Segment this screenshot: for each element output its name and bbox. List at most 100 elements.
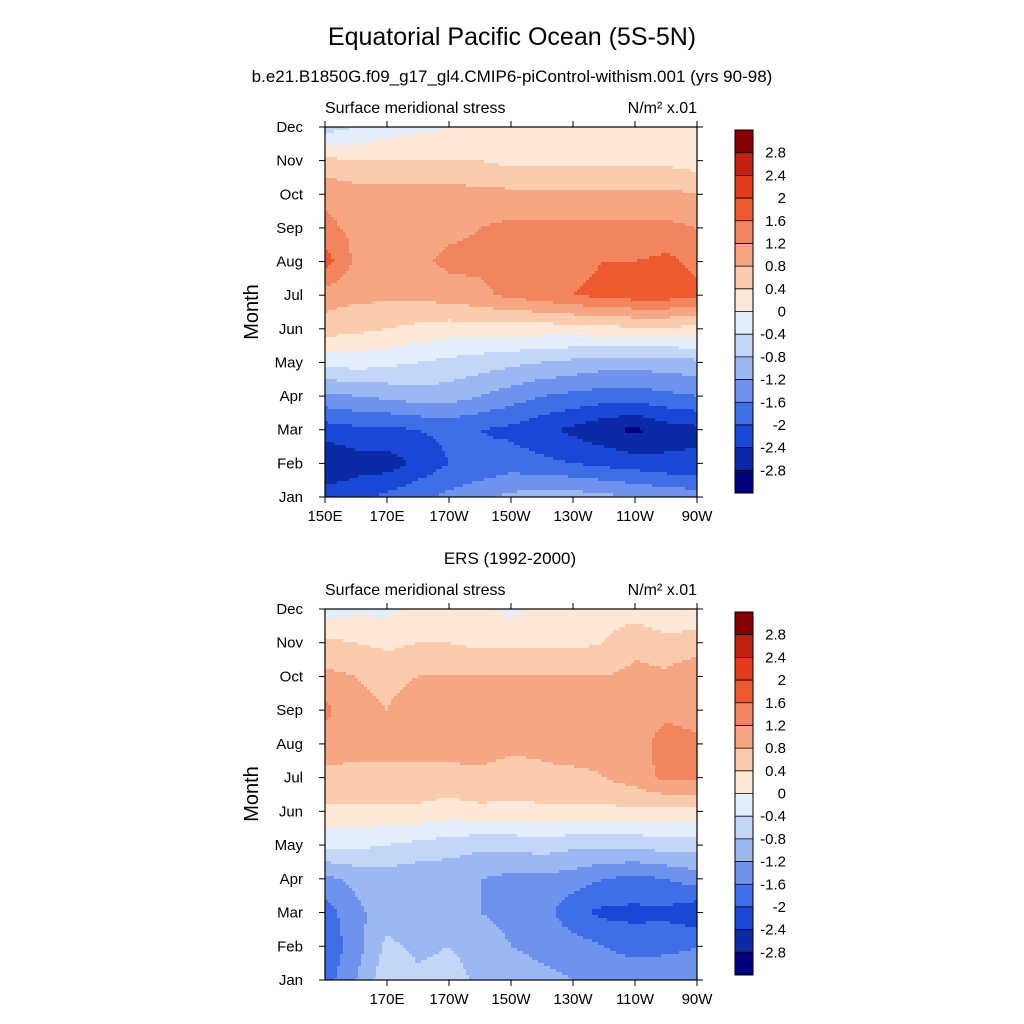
contour-cell xyxy=(385,220,388,223)
contour-cell xyxy=(520,220,523,223)
contour-cell xyxy=(337,166,340,169)
contour-cell xyxy=(331,166,334,169)
contour-cell xyxy=(367,187,370,190)
contour-cell xyxy=(571,166,574,169)
contour-cell xyxy=(661,202,664,205)
contour-cell xyxy=(625,214,628,217)
contour-cell xyxy=(550,154,553,157)
contour-cell xyxy=(658,142,661,145)
contour-cell xyxy=(364,166,367,169)
contour-cell xyxy=(493,154,496,157)
figure-title: Equatorial Pacific Ocean (5S-5N) xyxy=(328,23,696,51)
contour-cell xyxy=(439,196,442,199)
contour-cell xyxy=(394,187,397,190)
contour-cell xyxy=(424,199,427,202)
contour-cell xyxy=(508,193,511,196)
contour-cell xyxy=(673,148,676,151)
contour-cell xyxy=(430,130,433,133)
contour-cell xyxy=(454,139,457,142)
contour-cell xyxy=(406,175,409,178)
contour-cell xyxy=(409,157,412,160)
contour-cell xyxy=(640,190,643,193)
contour-cell xyxy=(346,211,349,214)
contour-cell xyxy=(505,166,508,169)
contour-cell xyxy=(409,169,412,172)
contour-cell xyxy=(505,193,508,196)
contour-cell xyxy=(511,178,514,181)
contour-cell xyxy=(370,211,373,214)
contour-cell xyxy=(508,211,511,214)
contour-cell xyxy=(436,151,439,154)
contour-cell xyxy=(331,217,334,220)
contour-cell xyxy=(346,142,349,145)
contour-cell xyxy=(619,133,622,136)
contour-cell xyxy=(628,139,631,142)
contour-cell xyxy=(538,136,541,139)
contour-cell xyxy=(610,142,613,145)
contour-cell xyxy=(682,205,685,208)
contour-cell xyxy=(487,178,490,181)
contour-cell xyxy=(424,208,427,211)
contour-cell xyxy=(517,193,520,196)
contour-cell xyxy=(535,187,538,190)
contour-cell xyxy=(526,214,529,217)
contour-cell xyxy=(367,136,370,139)
contour-cell xyxy=(670,202,673,205)
contour-cell xyxy=(541,154,544,157)
contour-cell xyxy=(376,190,379,193)
contour-cell xyxy=(403,148,406,151)
contour-cell xyxy=(529,172,532,175)
contour-cell xyxy=(406,154,409,157)
contour-cell xyxy=(424,172,427,175)
contour-cell xyxy=(526,154,529,157)
contour-cell xyxy=(616,184,619,187)
contour-cell xyxy=(505,181,508,184)
contour-cell xyxy=(571,130,574,133)
contour-cell xyxy=(625,148,628,151)
contour-cell xyxy=(487,151,490,154)
contour-cell xyxy=(457,139,460,142)
contour-cell xyxy=(487,199,490,202)
contour-cell xyxy=(364,211,367,214)
contour-cell xyxy=(454,205,457,208)
contour-cell xyxy=(547,160,550,163)
contour-cell xyxy=(358,184,361,187)
contour-cell xyxy=(646,133,649,136)
contour-cell xyxy=(565,142,568,145)
contour-cell xyxy=(619,157,622,160)
contour-cell xyxy=(592,163,595,166)
contour-cell xyxy=(409,130,412,133)
contour-cell xyxy=(514,151,517,154)
contour-cell xyxy=(379,160,382,163)
contour-cell xyxy=(607,157,610,160)
contour-cell xyxy=(466,172,469,175)
contour-cell xyxy=(355,154,358,157)
contour-cell xyxy=(559,193,562,196)
contour-cell xyxy=(682,187,685,190)
contour-cell xyxy=(445,142,448,145)
contour-cell xyxy=(679,157,682,160)
contour-cell xyxy=(646,136,649,139)
contour-cell xyxy=(496,196,499,199)
contour-cell xyxy=(427,202,430,205)
contour-cell xyxy=(505,202,508,205)
contour-cell xyxy=(688,130,691,133)
contour-cell xyxy=(385,148,388,151)
contour-cell xyxy=(685,214,688,217)
contour-cell xyxy=(394,145,397,148)
contour-cell xyxy=(568,175,571,178)
contour-cell xyxy=(397,175,400,178)
contour-cell xyxy=(538,142,541,145)
contour-cell xyxy=(550,175,553,178)
contour-cell xyxy=(640,163,643,166)
contour-cell xyxy=(451,169,454,172)
contour-cell xyxy=(487,217,490,220)
contour-cell xyxy=(679,175,682,178)
contour-cell xyxy=(397,214,400,217)
contour-cell xyxy=(439,175,442,178)
contour-cell xyxy=(583,139,586,142)
contour-cell xyxy=(328,145,331,148)
contour-cell xyxy=(373,214,376,217)
contour-cell xyxy=(364,178,367,181)
contour-cell xyxy=(517,166,520,169)
